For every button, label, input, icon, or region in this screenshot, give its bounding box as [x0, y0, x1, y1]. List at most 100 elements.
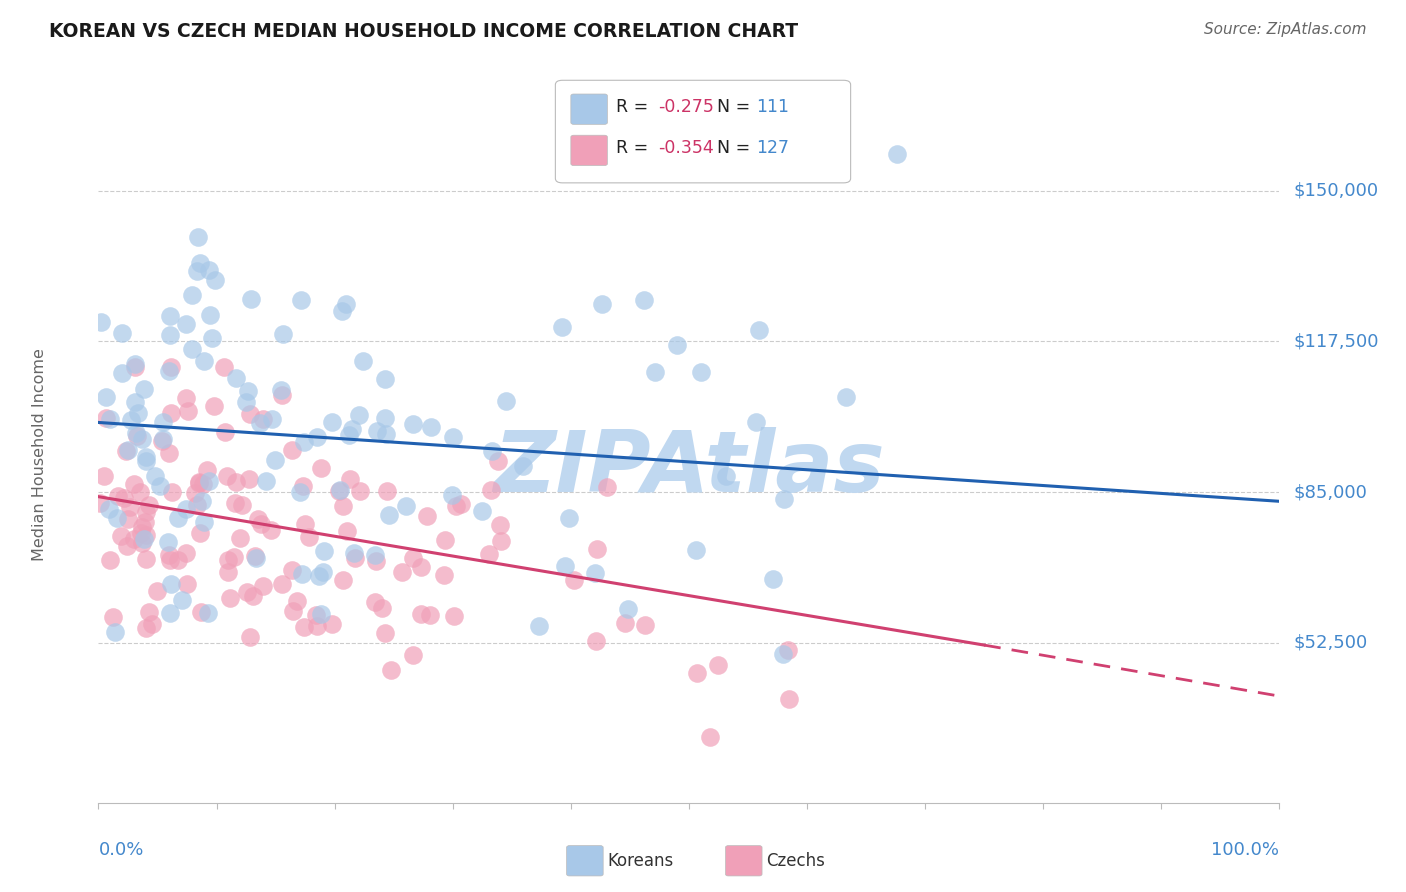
- Point: [285, 594, 308, 608]
- Point: [309, 607, 332, 621]
- Point: [159, 328, 181, 343]
- Point: [402, 648, 425, 662]
- Point: [614, 615, 637, 630]
- Point: [217, 565, 239, 579]
- Point: [138, 605, 160, 619]
- Point: [411, 559, 433, 574]
- Point: [441, 430, 464, 444]
- Point: [215, 469, 238, 483]
- Point: [644, 365, 666, 379]
- Point: [152, 432, 174, 446]
- Point: [349, 484, 371, 499]
- Point: [314, 544, 336, 558]
- Point: [218, 591, 240, 606]
- Point: [374, 372, 396, 386]
- Point: [176, 317, 198, 331]
- Point: [186, 264, 208, 278]
- Point: [529, 618, 551, 632]
- Point: [321, 616, 343, 631]
- Point: [471, 504, 494, 518]
- Point: [596, 480, 619, 494]
- Point: [187, 475, 209, 490]
- Point: [290, 293, 312, 308]
- Point: [486, 454, 509, 468]
- Point: [110, 529, 132, 543]
- Point: [591, 297, 613, 311]
- Point: [97, 502, 120, 516]
- Point: [135, 450, 157, 464]
- Point: [250, 516, 273, 531]
- Point: [450, 498, 472, 512]
- Text: KOREAN VS CZECH MEDIAN HOUSEHOLD INCOME CORRELATION CHART: KOREAN VS CZECH MEDIAN HOUSEHOLD INCOME …: [49, 22, 799, 41]
- Point: [245, 551, 267, 566]
- Point: [441, 488, 464, 502]
- Point: [176, 576, 198, 591]
- Point: [146, 583, 169, 598]
- Point: [159, 606, 181, 620]
- Point: [111, 326, 134, 340]
- Point: [131, 520, 153, 534]
- Point: [160, 359, 183, 374]
- Point: [328, 484, 350, 499]
- Point: [198, 475, 221, 489]
- Point: [343, 546, 366, 560]
- Point: [481, 443, 503, 458]
- Point: [243, 549, 266, 563]
- Point: [187, 475, 209, 489]
- Point: [135, 551, 157, 566]
- Point: [98, 412, 121, 426]
- Point: [304, 607, 326, 622]
- Text: R =: R =: [616, 139, 654, 157]
- Point: [336, 524, 359, 538]
- Text: $85,000: $85,000: [1294, 483, 1367, 501]
- Point: [391, 565, 413, 579]
- Point: [188, 525, 211, 540]
- Point: [685, 543, 707, 558]
- Point: [585, 634, 607, 648]
- Point: [745, 415, 768, 429]
- Point: [291, 479, 314, 493]
- Text: R =: R =: [616, 97, 654, 115]
- Point: [157, 534, 180, 549]
- Point: [262, 412, 284, 426]
- Point: [395, 499, 418, 513]
- Point: [281, 442, 304, 457]
- Point: [699, 730, 721, 744]
- Point: [124, 359, 146, 374]
- Point: [378, 508, 401, 523]
- Point: [193, 515, 215, 529]
- Point: [270, 388, 292, 402]
- Point: [94, 390, 117, 404]
- Point: [122, 532, 145, 546]
- Point: [374, 626, 396, 640]
- Point: [340, 421, 363, 435]
- Point: [364, 595, 387, 609]
- Point: [157, 446, 180, 460]
- Point: [167, 511, 190, 525]
- Point: [200, 308, 222, 322]
- Text: $52,500: $52,500: [1294, 634, 1368, 652]
- Point: [247, 511, 270, 525]
- Point: [292, 620, 315, 634]
- Point: [149, 479, 172, 493]
- Point: [419, 419, 441, 434]
- Point: [122, 477, 145, 491]
- Point: [204, 273, 226, 287]
- Point: [212, 359, 235, 374]
- Point: [129, 526, 152, 541]
- Point: [135, 621, 157, 635]
- Point: [124, 357, 146, 371]
- Point: [174, 546, 197, 560]
- Point: [110, 366, 132, 380]
- Point: [312, 565, 335, 579]
- Point: [103, 610, 125, 624]
- Point: [264, 452, 287, 467]
- Point: [374, 411, 396, 425]
- Point: [131, 432, 153, 446]
- Point: [772, 648, 794, 662]
- Point: [90, 315, 112, 329]
- Point: [135, 527, 157, 541]
- Point: [778, 642, 800, 657]
- Text: Czechs: Czechs: [766, 852, 825, 870]
- Point: [332, 573, 354, 587]
